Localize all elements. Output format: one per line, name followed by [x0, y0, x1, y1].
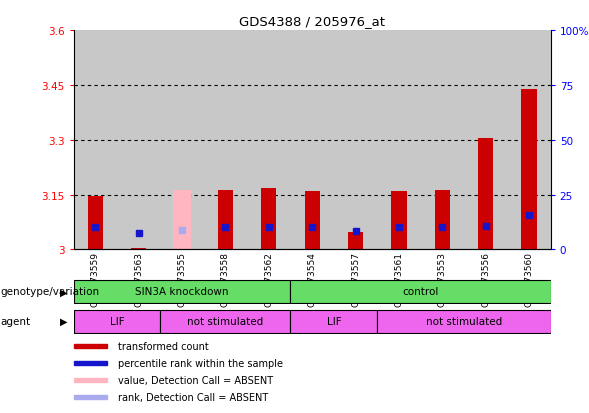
Bar [88, 196, 103, 250]
Bar [421, 31, 464, 250]
Bar [74, 280, 290, 303]
Bar [348, 233, 363, 250]
Text: SIN3A knockdown: SIN3A knockdown [135, 287, 229, 297]
Text: rank, Detection Call = ABSENT: rank, Detection Call = ABSENT [118, 392, 268, 402]
Bar [218, 191, 233, 250]
Bar [377, 310, 551, 333]
Bar [261, 189, 276, 250]
Bar [464, 31, 507, 250]
Bar [305, 192, 320, 250]
Bar [290, 31, 334, 250]
Bar [478, 139, 493, 250]
Bar [377, 31, 421, 250]
Bar [435, 191, 450, 250]
Text: transformed count: transformed count [118, 341, 209, 351]
Bar [74, 344, 107, 348]
Bar [204, 31, 247, 250]
Text: LIF: LIF [110, 316, 124, 326]
Title: GDS4388 / 205976_at: GDS4388 / 205976_at [239, 15, 385, 28]
Bar [74, 31, 117, 250]
Text: agent: agent [0, 316, 30, 326]
Text: control: control [402, 287, 439, 297]
Bar [334, 31, 377, 250]
Bar [391, 192, 406, 250]
Bar [521, 89, 537, 250]
Bar [290, 310, 377, 333]
Bar [74, 395, 107, 399]
Bar [117, 31, 160, 250]
Bar [173, 190, 191, 250]
Text: ▶: ▶ [60, 287, 68, 297]
Text: value, Detection Call = ABSENT: value, Detection Call = ABSENT [118, 375, 273, 385]
Bar [131, 248, 146, 250]
Text: LIF: LIF [326, 316, 341, 326]
Bar [74, 310, 160, 333]
Text: percentile rank within the sample: percentile rank within the sample [118, 358, 283, 368]
Bar [160, 31, 204, 250]
Bar [507, 31, 551, 250]
Bar [74, 378, 107, 382]
Bar [290, 280, 551, 303]
Bar [74, 361, 107, 365]
Text: genotype/variation: genotype/variation [0, 287, 99, 297]
Text: not stimulated: not stimulated [426, 316, 502, 326]
Text: not stimulated: not stimulated [187, 316, 263, 326]
Text: ▶: ▶ [60, 316, 68, 326]
Bar [247, 31, 290, 250]
Bar [160, 310, 290, 333]
